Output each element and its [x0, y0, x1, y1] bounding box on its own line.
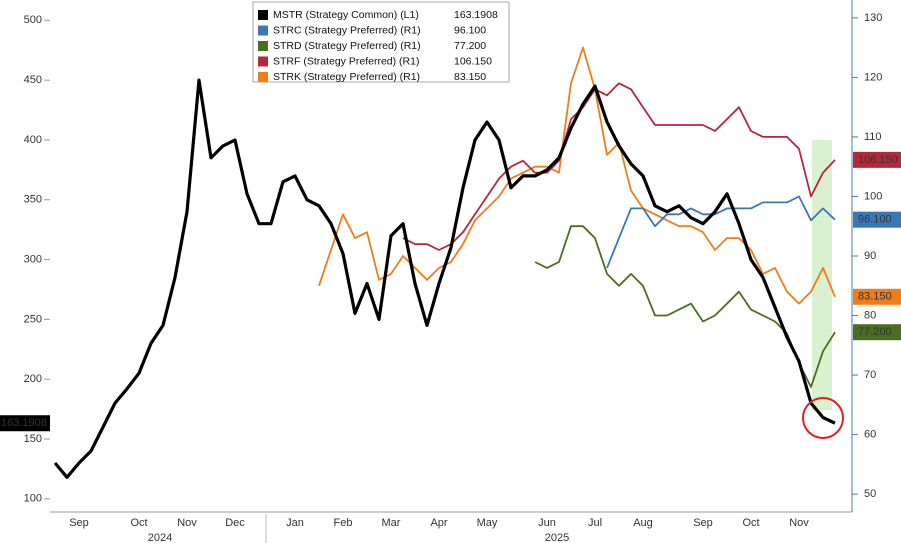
y2-tick-label: 70 — [864, 369, 876, 381]
x-tick-label: Dec — [225, 517, 245, 529]
x-tick-label: Aug — [633, 517, 653, 529]
y2-tick-label: 50 — [864, 488, 876, 500]
x-tick-label: May — [477, 517, 498, 529]
legend-value: 77.200 — [454, 40, 486, 52]
value-tag — [853, 211, 901, 228]
x-tick-label: Sep — [69, 517, 89, 529]
legend-value: 163.1908 — [454, 9, 498, 21]
y-tick-label: 450 — [24, 74, 42, 86]
x-tick-label: Oct — [742, 517, 759, 529]
y-tick-label: 500 — [24, 14, 42, 26]
year-label: 2025 — [545, 532, 569, 543]
series-line — [318, 46, 836, 305]
legend-swatch — [258, 72, 268, 82]
y-tick-label: 350 — [24, 194, 42, 206]
legend-value: 83.150 — [454, 71, 486, 83]
series-line — [402, 82, 836, 251]
x-tick-label: Nov — [789, 517, 809, 529]
x-tick-label: Oct — [130, 517, 147, 529]
highlight-band — [812, 140, 832, 410]
value-tag-label: 77.200 — [858, 326, 892, 338]
y2-tick-label: 60 — [864, 429, 876, 441]
x-tick-label: Feb — [334, 517, 353, 529]
y2-tick-label: 110 — [864, 131, 882, 143]
legend-swatch — [258, 56, 268, 67]
value-tag-label: 163.1908 — [1, 417, 47, 429]
legend-label: STRC (Strategy Preferred) (R1) — [273, 24, 421, 36]
y2-tick-label: 130 — [864, 12, 882, 24]
y-tick-label: 100 — [24, 493, 42, 505]
y2-tick-label: 90 — [864, 250, 876, 262]
x-tick-label: Mar — [382, 517, 401, 529]
legend-swatch — [258, 41, 268, 51]
value-tag-label: 106.150 — [858, 154, 898, 166]
legend-label: MSTR (Strategy Common) (L1) — [273, 9, 419, 21]
y-tick-label: 300 — [24, 253, 42, 265]
value-tag — [853, 288, 901, 305]
value-tag-label: 96.100 — [858, 214, 892, 226]
y-tick-label: 200 — [24, 373, 42, 385]
value-tag — [853, 151, 901, 168]
x-tick-label: Jul — [588, 517, 602, 529]
legend-value: 106.150 — [454, 55, 492, 67]
value-tag — [0, 415, 50, 432]
y-tick-label: 400 — [24, 134, 42, 146]
value-tag-label: 83.150 — [858, 291, 892, 303]
x-tick-label: Apr — [430, 517, 447, 529]
x-tick-label: Jan — [286, 517, 304, 529]
legend-label: STRK (Strategy Preferred) (R1) — [273, 71, 420, 83]
legend-box — [252, 1, 510, 83]
y2-tick-label: 80 — [864, 309, 876, 321]
value-tag — [853, 324, 901, 341]
series-line — [53, 78, 836, 479]
y2-tick-label: 100 — [864, 190, 882, 202]
year-label: 2024 — [148, 532, 172, 543]
series-line — [534, 225, 836, 388]
legend-swatch — [258, 10, 268, 20]
legend-value: 96.100 — [454, 24, 486, 36]
y-tick-label: 150 — [24, 433, 42, 445]
legend-label: STRF (Strategy Preferred) (R1) — [273, 55, 419, 67]
x-tick-label: Jun — [538, 517, 556, 529]
highlight-circle — [802, 397, 844, 439]
x-tick-label: Sep — [693, 517, 713, 529]
x-tick-label: Nov — [177, 517, 197, 529]
y-tick-label: 250 — [24, 313, 42, 325]
y2-tick-label: 120 — [864, 71, 882, 83]
legend-label: STRD (Strategy Preferred) (R1) — [273, 40, 421, 52]
series-line — [606, 195, 836, 269]
legend-swatch — [258, 25, 268, 36]
